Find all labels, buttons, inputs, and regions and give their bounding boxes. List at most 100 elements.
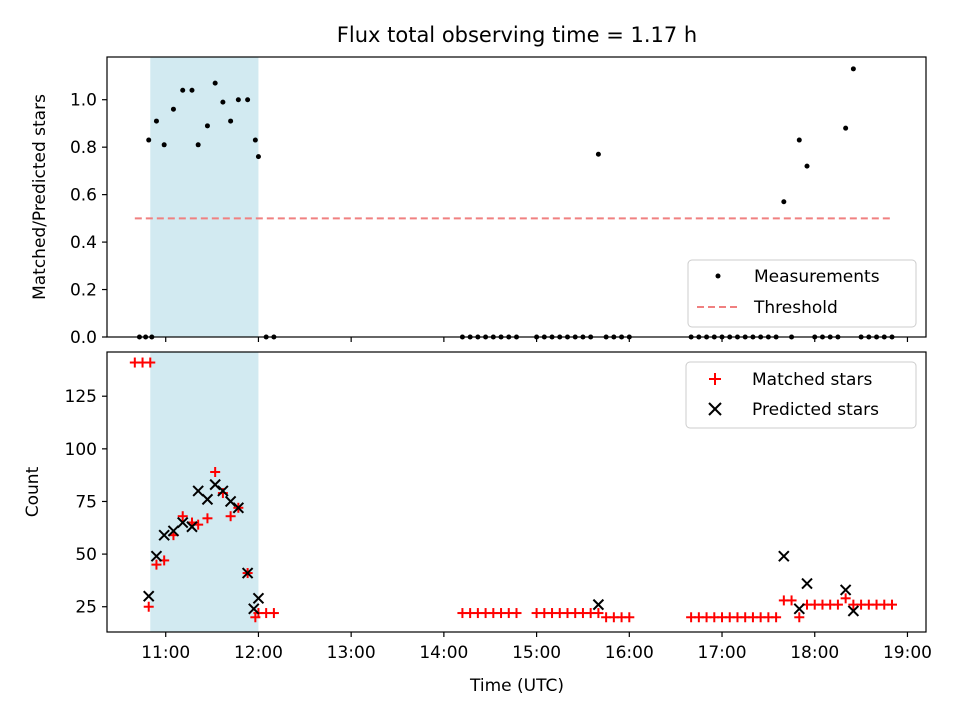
matched-star-point bbox=[145, 357, 156, 368]
measurement-point bbox=[228, 118, 234, 124]
legend-label-predicted: Predicted stars bbox=[752, 400, 879, 420]
predicted-star-point bbox=[241, 567, 254, 579]
predicted-star-stroke-b bbox=[252, 592, 265, 605]
x-tick-label: 17:00 bbox=[698, 643, 747, 663]
matched-star-point bbox=[887, 599, 898, 610]
x-tick-label: 11:00 bbox=[141, 643, 190, 663]
predicted-star-stroke-b bbox=[592, 598, 605, 611]
predicted-star-point bbox=[839, 584, 852, 596]
predicted-star-point bbox=[248, 603, 260, 615]
chart-title: Flux total observing time = 1.17 h bbox=[337, 23, 697, 47]
measurement-point bbox=[595, 151, 601, 157]
predicted-star-point bbox=[150, 550, 163, 562]
observing-window-shade bbox=[150, 57, 259, 337]
measurement-point bbox=[204, 123, 210, 129]
legend-marker-measurements bbox=[715, 273, 721, 279]
measurement-point bbox=[170, 106, 176, 112]
measurement-point bbox=[804, 163, 810, 169]
y-bottom-tick-label: 100 bbox=[65, 440, 97, 460]
y-axis-label-bottom: Count bbox=[23, 466, 43, 517]
predicted-star-point bbox=[778, 550, 790, 562]
measurement-point bbox=[212, 80, 218, 86]
predicted-star-point bbox=[793, 603, 805, 615]
predicted-star-stroke-b bbox=[201, 493, 214, 506]
predicted-star-point bbox=[186, 521, 198, 533]
predicted-star-stroke-b bbox=[224, 495, 237, 508]
matched-star-point bbox=[771, 612, 782, 623]
predicted-star-stroke-b bbox=[232, 502, 245, 514]
measurement-point bbox=[235, 97, 241, 103]
predicted-star-stroke-b bbox=[143, 590, 155, 602]
y-axis-ticks-top: 0.0 0.2 0.4 0.6 0.8 1.0 bbox=[70, 91, 107, 348]
measurement-point bbox=[195, 142, 201, 148]
measurement-point bbox=[255, 154, 261, 160]
predicted-star-stroke-b bbox=[248, 603, 260, 615]
x-axis-ticks-top bbox=[165, 337, 909, 342]
legend-box-top bbox=[687, 259, 917, 328]
predicted-star-point bbox=[167, 525, 180, 537]
x-axis-ticks-bottom: 11:00 12:00 13:00 14:00 15:00 16:00 17:00 18:00… bbox=[141, 632, 932, 663]
y-top-tick-label: 0.4 bbox=[70, 233, 97, 253]
y-top-tick-label: 0.0 bbox=[70, 328, 97, 348]
predicted-star-stroke-b bbox=[241, 567, 254, 579]
predicted-star-point bbox=[847, 605, 860, 617]
predicted-star-stroke-b bbox=[778, 550, 790, 562]
y-axis-label-top: Matched/Predicted stars bbox=[30, 94, 50, 300]
y-top-tick-label: 1.0 bbox=[70, 91, 97, 111]
x-tick-label: 19:00 bbox=[883, 643, 932, 663]
plot-frame-bottom bbox=[106, 351, 927, 633]
matched-star-point bbox=[593, 608, 604, 619]
predicted-star-point bbox=[143, 590, 155, 602]
matched-star-point bbox=[794, 612, 805, 623]
observing-window-rect-bottom bbox=[150, 352, 259, 632]
matched-star-point bbox=[511, 608, 522, 619]
panel-ratio: Flux total observing time = 1.17 h 0.0 0.… bbox=[30, 23, 927, 348]
legend-marker-matched bbox=[709, 373, 721, 385]
matched-star-point bbox=[840, 593, 851, 604]
y-top-tick-label: 0.6 bbox=[70, 186, 97, 206]
observing-window-rect-top bbox=[150, 57, 259, 337]
predicted-star-stroke-b bbox=[847, 605, 860, 617]
measurement-point bbox=[161, 142, 167, 148]
y-bottom-tick-label: 50 bbox=[75, 545, 97, 565]
matched-star-point bbox=[624, 612, 635, 623]
legend-label-threshold: Threshold bbox=[753, 298, 838, 318]
measurement-point bbox=[146, 137, 152, 143]
legend-top: Measurements Threshold bbox=[687, 259, 917, 328]
predicted-star-point bbox=[158, 529, 170, 541]
predicted-star-point bbox=[232, 502, 245, 514]
measurement-point bbox=[843, 125, 849, 131]
predicted-star-stroke-b bbox=[177, 516, 189, 529]
measurement-point bbox=[245, 97, 251, 103]
y-top-tick-label: 0.2 bbox=[70, 281, 97, 301]
predicted-star-stroke-b bbox=[217, 485, 229, 497]
predicted-star-stroke-b bbox=[150, 550, 163, 562]
measurement-point bbox=[189, 87, 195, 93]
matched-star-point bbox=[202, 513, 213, 524]
y-bottom-tick-label: 125 bbox=[65, 387, 97, 407]
matched-star-point bbox=[177, 511, 188, 522]
matched-star-point bbox=[151, 559, 162, 570]
legend-marker-predicted bbox=[708, 402, 722, 416]
predicted-star-point bbox=[252, 592, 265, 605]
matched-star-point bbox=[143, 601, 154, 612]
predicted-star-stroke-b bbox=[167, 525, 180, 537]
predicted-star-stroke-b bbox=[801, 577, 813, 590]
predicted-star-point bbox=[201, 493, 214, 506]
predicted-star-stroke-b bbox=[839, 584, 852, 596]
plot-frame-top bbox=[106, 56, 927, 338]
predicted-star-point bbox=[592, 598, 605, 611]
predicted-star-stroke-b bbox=[209, 478, 221, 491]
measurement-point bbox=[153, 118, 159, 124]
matched-star-point bbox=[786, 595, 797, 606]
measurement-point bbox=[220, 99, 226, 105]
legend-bottom: Matched stars Predicted stars bbox=[685, 361, 917, 429]
measurement-point bbox=[796, 137, 802, 143]
x-tick-label: 14:00 bbox=[419, 643, 468, 663]
predicted-star-point bbox=[801, 577, 813, 590]
x-tick-label: 12:00 bbox=[234, 643, 283, 663]
predicted-star-point bbox=[177, 516, 189, 529]
predicted-star-stroke-b bbox=[158, 529, 170, 541]
